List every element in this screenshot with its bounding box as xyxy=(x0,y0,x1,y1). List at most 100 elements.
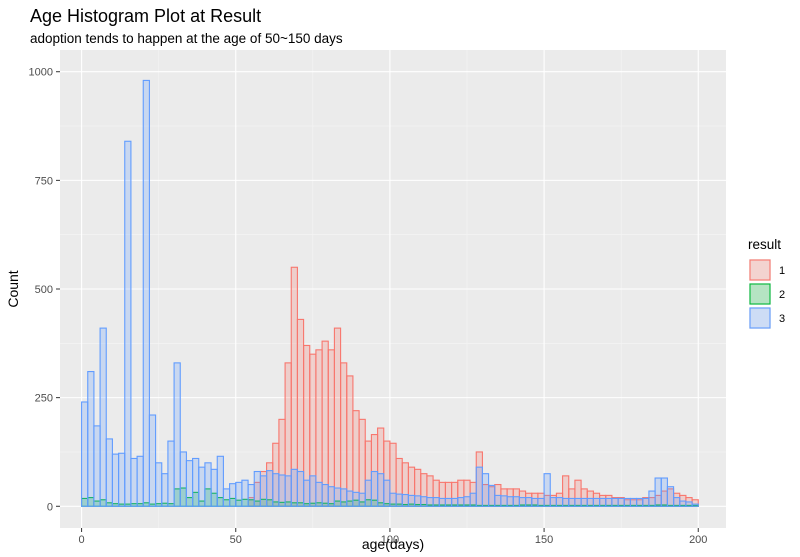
histogram-bar xyxy=(568,497,576,507)
histogram-bar xyxy=(296,470,305,507)
histogram-bar xyxy=(617,497,625,507)
y-tick-label: 250 xyxy=(35,393,53,405)
series-3 xyxy=(81,79,699,507)
histogram-bar xyxy=(136,455,144,507)
x-tick-label: 200 xyxy=(689,534,707,546)
x-axis-ticks: 0 50 100 150 200 xyxy=(79,528,707,546)
histogram-bar xyxy=(173,362,181,507)
x-axis-title: age(days) xyxy=(362,536,424,552)
histogram-bar xyxy=(611,497,619,507)
histogram-bar xyxy=(179,451,187,507)
x-tick-label: 100 xyxy=(381,534,399,546)
y-tick-label: 750 xyxy=(35,175,53,187)
histogram-bar xyxy=(574,497,582,507)
histogram-bar xyxy=(340,362,348,507)
histogram-bar xyxy=(660,477,668,507)
histogram-bar xyxy=(216,455,224,507)
histogram-bar xyxy=(555,497,564,507)
histogram-bar xyxy=(81,401,89,507)
histogram-bar xyxy=(475,466,483,507)
histogram-bar xyxy=(130,457,138,507)
histogram-bar xyxy=(531,497,539,507)
histogram-bar xyxy=(352,491,360,507)
histogram-bar xyxy=(235,481,243,507)
histogram-bar xyxy=(327,486,335,507)
y-tick-label: 500 xyxy=(35,284,53,296)
legend-key-background xyxy=(749,283,771,305)
x-tick-label: 0 xyxy=(79,534,85,546)
histogram-bar xyxy=(395,493,403,507)
histogram-bar xyxy=(370,470,379,507)
histogram-bar xyxy=(185,460,194,507)
histogram-bar xyxy=(364,479,372,507)
histogram-bar xyxy=(204,462,212,507)
histogram-bar xyxy=(383,479,391,507)
histogram-bar xyxy=(525,497,533,507)
histogram-bar xyxy=(463,496,471,507)
histogram-bar xyxy=(222,488,231,507)
histogram-bar xyxy=(309,475,317,507)
histogram-bar xyxy=(636,497,644,507)
histogram-bar xyxy=(118,452,126,507)
histogram-bar xyxy=(648,490,656,507)
histogram-bar xyxy=(229,483,237,507)
histogram-bar xyxy=(407,494,416,507)
legend-key-swatch xyxy=(749,307,771,329)
y-tick-label: 0 xyxy=(47,501,53,513)
histogram-bar xyxy=(259,475,268,507)
histogram-bar xyxy=(99,327,107,507)
histogram-bar xyxy=(192,457,200,507)
histogram-bar xyxy=(679,500,687,507)
histogram-bar xyxy=(333,327,342,507)
histogram-bar xyxy=(592,497,601,507)
legend-key-swatch xyxy=(749,283,771,305)
histogram-bar xyxy=(451,497,459,507)
histogram-bar xyxy=(420,496,428,507)
histogram-bar xyxy=(389,492,397,507)
histogram-bar xyxy=(685,501,693,507)
histogram-bar xyxy=(358,492,366,507)
histogram-bar xyxy=(321,340,329,507)
histogram-bar xyxy=(518,497,527,507)
y-tick-label: 1000 xyxy=(29,67,53,79)
histogram-bar xyxy=(549,497,557,507)
chart-subtitle: adoption tends to happen at the age of 5… xyxy=(30,31,343,46)
legend-key-swatch xyxy=(749,259,771,281)
histogram-bar xyxy=(247,483,255,507)
legend-key-background xyxy=(749,259,771,281)
histogram-bar xyxy=(87,371,95,507)
histogram-bar xyxy=(333,487,342,507)
histogram-bar xyxy=(512,496,520,507)
histogram-bar xyxy=(303,479,311,507)
histogram-bar xyxy=(580,497,588,507)
histogram-bar xyxy=(506,496,514,507)
histogram-bar xyxy=(315,481,323,507)
histogram-bar xyxy=(488,484,496,507)
legend-label: 1 xyxy=(779,265,785,277)
histogram-bar xyxy=(155,462,163,507)
histogram-bar xyxy=(500,495,508,507)
histogram-bar xyxy=(253,470,261,507)
histogram-bar xyxy=(111,453,120,507)
histogram-bar xyxy=(284,475,292,507)
histogram-bar xyxy=(105,438,113,507)
histogram-bar xyxy=(167,440,175,507)
histogram-bar xyxy=(457,497,465,507)
histogram-bar xyxy=(666,486,675,507)
histogram-bar xyxy=(469,492,477,507)
histogram-bar xyxy=(198,466,206,507)
histogram-bar xyxy=(272,473,280,507)
histogram-bars xyxy=(81,79,699,507)
chart-title: Age Histogram Plot at Result xyxy=(30,6,261,26)
histogram-bar xyxy=(377,473,385,507)
histogram-bar xyxy=(346,375,354,507)
histogram-bar xyxy=(241,479,249,507)
histogram-bar xyxy=(210,468,218,507)
legend-label: 3 xyxy=(779,313,785,325)
legend-title: result xyxy=(748,237,781,252)
histogram-bar xyxy=(142,79,150,507)
histogram-bar xyxy=(654,477,662,507)
histogram-bar xyxy=(414,495,422,507)
histogram-bar xyxy=(599,497,607,507)
